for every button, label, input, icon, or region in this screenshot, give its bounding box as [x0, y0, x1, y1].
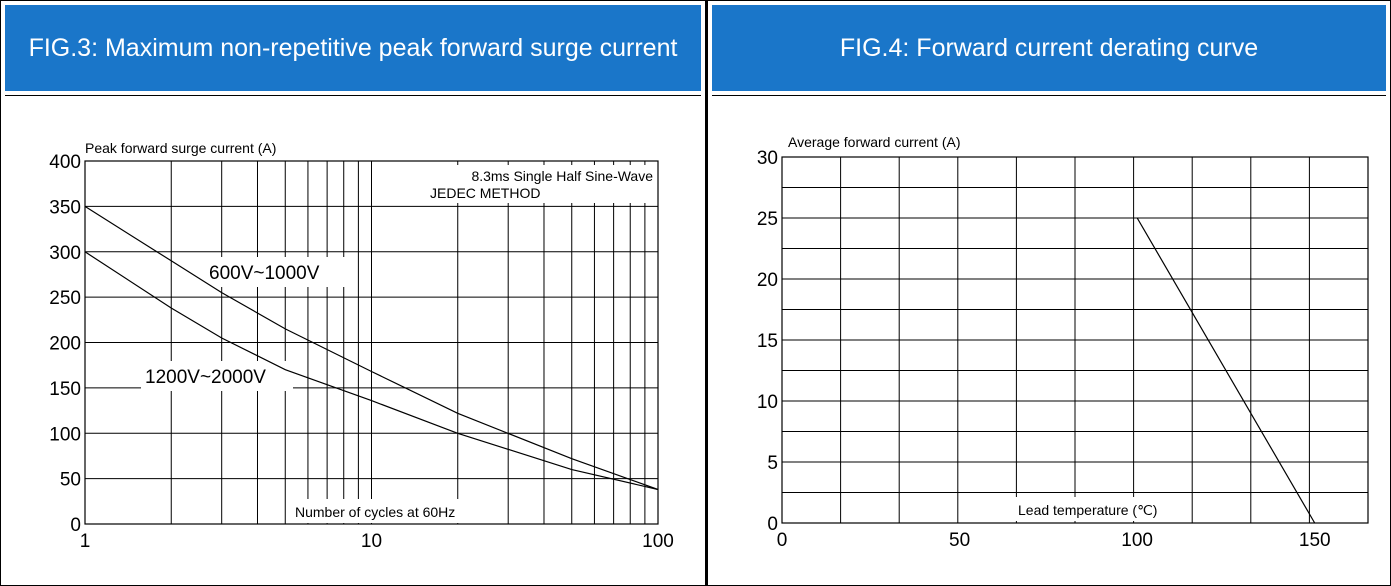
x-tick-label: 100	[1121, 530, 1153, 551]
fig3-panel: FIG.3: Maximum non-repetitive peak forwa…	[1, 1, 708, 585]
x-tick-label: 100	[642, 531, 674, 552]
y-tick-label: 25	[757, 209, 778, 230]
y-tick-label: 20	[757, 270, 778, 291]
x-tick-label: 0	[777, 530, 788, 551]
y-tick-label: 300	[49, 243, 81, 264]
annotation-line-2: JEDEC METHOD	[430, 185, 540, 201]
annotation-line-1: 8.3ms Single Half Sine-Wave	[471, 168, 653, 184]
y-tick-label: 150	[49, 379, 81, 400]
series-label: 1200V~2000V	[145, 367, 266, 388]
y-tick-label: 100	[49, 424, 81, 445]
y-tick-label: 50	[60, 470, 81, 491]
x-tick-label: 150	[1299, 530, 1331, 551]
y-tick-label: 30	[757, 148, 778, 169]
y-tick-label: 200	[49, 334, 81, 355]
y-tick-label: 15	[757, 331, 778, 352]
y-tick-label: 250	[49, 288, 81, 309]
x-tick-label: 1	[80, 531, 91, 552]
y-axis-label: Peak forward surge current (A)	[85, 140, 276, 156]
y-tick-label: 350	[49, 197, 81, 218]
y-tick-label: 400	[49, 152, 81, 173]
x-axis-label: Number of cycles at 60Hz	[295, 504, 455, 520]
y-tick-label: 5	[767, 453, 778, 474]
x-axis-label: Lead temperature (℃)	[1018, 502, 1157, 518]
y-tick-label: 10	[757, 392, 778, 413]
x-tick-label: 50	[949, 530, 970, 551]
series-label: 600V~1000V	[209, 263, 320, 284]
y-axis-label: Average forward current (A)	[788, 134, 960, 150]
x-tick-label: 10	[361, 531, 382, 552]
